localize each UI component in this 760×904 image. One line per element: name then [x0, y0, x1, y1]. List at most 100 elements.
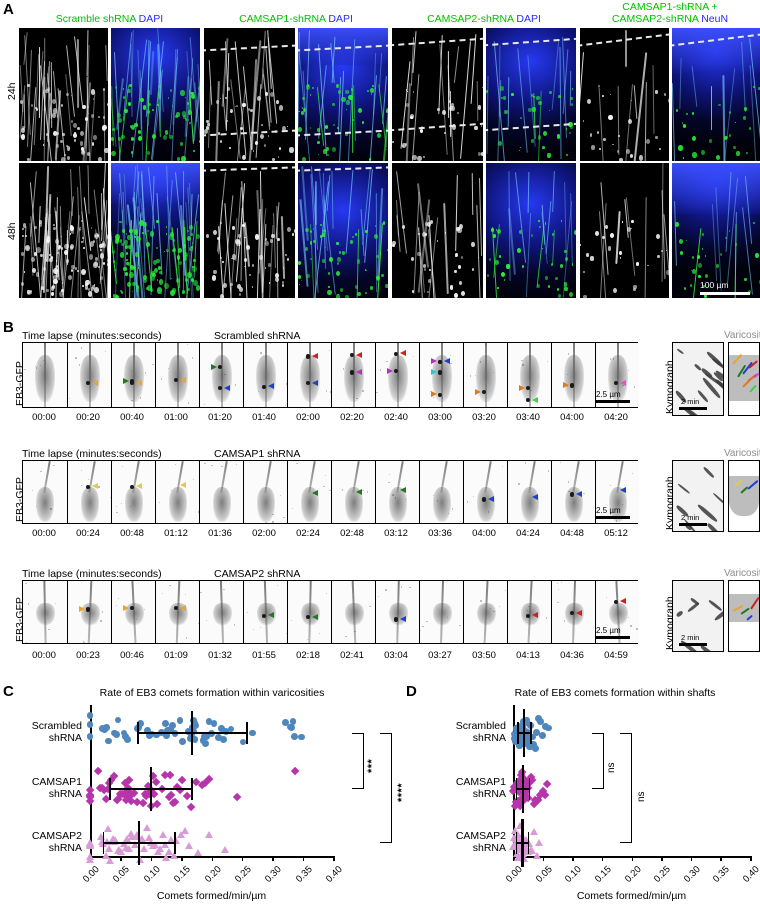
- background-speckle: [356, 397, 358, 400]
- timelapse-frame[interactable]: [67, 461, 111, 523]
- neurite-process: [352, 343, 356, 407]
- background-speckle: [272, 513, 274, 515]
- timestamp: 03:12: [384, 528, 408, 539]
- timelapse-frame[interactable]: [463, 581, 507, 643]
- data-point: [138, 835, 147, 843]
- comet-arrowhead: [311, 489, 318, 496]
- error-bar: [517, 732, 531, 734]
- data-point: [169, 852, 178, 860]
- timelapse-frame[interactable]: [199, 581, 243, 643]
- timelapse-frame[interactable]: [111, 581, 155, 643]
- timelapse-frame[interactable]: [507, 461, 551, 523]
- timelapse-frame[interactable]: [23, 461, 67, 523]
- background-speckle: [82, 641, 85, 643]
- error-bar-cap: [109, 778, 111, 800]
- panel-a-micrograph-r0c0-merge: [111, 28, 200, 161]
- background-speckle: [505, 590, 507, 592]
- timelapse-frame[interactable]: [243, 343, 287, 407]
- timelapse-frame[interactable]: [595, 343, 639, 407]
- kymograph-image-scrambled: 2 min: [672, 342, 724, 416]
- timelapse-frame[interactable]: [23, 581, 67, 643]
- background-speckle: [116, 505, 118, 508]
- timelapse-frame[interactable]: [419, 343, 463, 407]
- background-speckle: [609, 358, 611, 360]
- timelapse-frame[interactable]: [67, 581, 111, 643]
- background-speckle: [379, 369, 381, 371]
- x-axis-tick: [272, 856, 274, 861]
- data-point: [165, 770, 175, 780]
- timelapse-frame[interactable]: [375, 343, 419, 407]
- error-bar: [516, 788, 530, 790]
- x-axis-label-C: Comets formed/min/µm: [156, 890, 267, 902]
- timestamp: 02:00: [296, 412, 320, 423]
- timelapse-frame[interactable]: [551, 343, 595, 407]
- timelapse-frame[interactable]: [375, 461, 419, 523]
- background-speckle: [276, 584, 278, 587]
- error-bar-cap: [527, 832, 530, 854]
- data-point: [205, 717, 213, 725]
- timelapse-frame[interactable]: [551, 581, 595, 643]
- timelapse-frame[interactable]: [331, 581, 375, 643]
- x-axis-tick: [211, 856, 214, 861]
- timelapse-frame[interactable]: [331, 461, 375, 523]
- comet-arrowhead: [355, 368, 362, 375]
- timelapse-frame[interactable]: [507, 343, 551, 407]
- background-speckle: [257, 391, 260, 393]
- timelapse-frame[interactable]: [595, 581, 639, 643]
- timestamp: 04:20: [604, 412, 628, 423]
- data-point: [203, 733, 211, 741]
- timelapse-frame[interactable]: [155, 581, 199, 643]
- timelapse-frame[interactable]: [23, 343, 67, 407]
- timelapse-frame[interactable]: [287, 581, 331, 643]
- data-point: [85, 841, 94, 849]
- timelapse-frame[interactable]: [111, 343, 155, 407]
- chart-title-D: Rate of EB3 comets formation within shaf…: [514, 687, 716, 699]
- timelapse-frame[interactable]: [463, 343, 507, 407]
- timelapse-frame[interactable]: [419, 461, 463, 523]
- timelapse-frame[interactable]: [243, 581, 287, 643]
- timelapse-frame[interactable]: [67, 343, 111, 407]
- kymograph-scale-bar: [679, 407, 707, 410]
- background-speckle: [98, 486, 100, 488]
- significance-bracket-1-C: [352, 733, 364, 789]
- error-bar: [103, 842, 176, 844]
- data-point: [158, 831, 167, 839]
- timelapse-frame[interactable]: [287, 461, 331, 523]
- timelapse-frame[interactable]: [199, 461, 243, 523]
- timelapse-frame[interactable]: [463, 461, 507, 523]
- timelapse-frame[interactable]: [111, 461, 155, 523]
- timelapse-frame[interactable]: [419, 581, 463, 643]
- background-speckle: [54, 603, 57, 605]
- timelapse-frame[interactable]: [155, 343, 199, 407]
- timelapse-frame[interactable]: [199, 343, 243, 407]
- data-point: [210, 720, 218, 728]
- timelapse-frame[interactable]: [595, 461, 639, 523]
- neuron-soma: [389, 486, 407, 522]
- timestamp: 00:00: [32, 528, 56, 539]
- background-speckle: [547, 360, 549, 363]
- timelapse-frame[interactable]: [155, 461, 199, 523]
- background-speckle: [40, 470, 42, 473]
- neuron-soma: [477, 486, 495, 522]
- timestamp: 04:24: [516, 528, 540, 539]
- kymograph-streak: [707, 599, 723, 612]
- background-speckle: [48, 628, 50, 630]
- data-point: [153, 731, 161, 739]
- background-speckle: [53, 464, 55, 467]
- background-speckle: [627, 616, 629, 619]
- timestamp: 00:24: [76, 528, 100, 539]
- data-point: [180, 826, 189, 834]
- background-speckle: [404, 498, 406, 501]
- background-speckle: [385, 589, 387, 591]
- timelapse-frame[interactable]: [243, 461, 287, 523]
- timelapse-frame[interactable]: [551, 461, 595, 523]
- x-axis-tick-label: 0.25: [652, 864, 673, 885]
- background-speckle: [634, 386, 636, 388]
- timelapse-frame[interactable]: [287, 343, 331, 407]
- timelapse-frame[interactable]: [507, 581, 551, 643]
- background-speckle: [188, 402, 190, 404]
- timelapse-frame[interactable]: [375, 581, 419, 643]
- background-speckle: [441, 397, 444, 399]
- eb3-comet-punctum: [437, 359, 443, 364]
- timestamp: 02:24: [296, 528, 320, 539]
